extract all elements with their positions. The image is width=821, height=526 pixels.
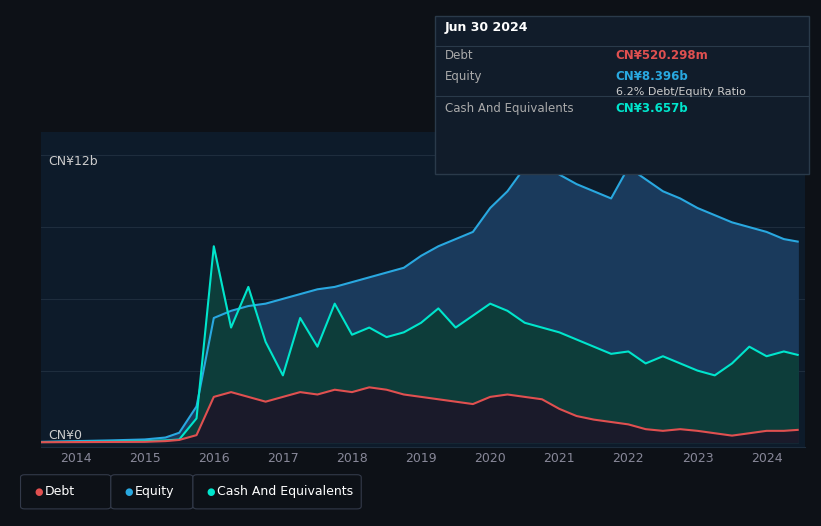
Text: Debt: Debt	[44, 485, 75, 498]
Text: CN¥0: CN¥0	[48, 429, 82, 442]
Text: Debt: Debt	[445, 49, 474, 62]
Text: Equity: Equity	[445, 70, 483, 83]
Text: Cash And Equivalents: Cash And Equivalents	[217, 485, 353, 498]
Text: Equity: Equity	[135, 485, 174, 498]
Text: ●: ●	[125, 487, 133, 497]
Text: ●: ●	[34, 487, 43, 497]
Text: ●: ●	[207, 487, 215, 497]
Text: CN¥8.396b: CN¥8.396b	[616, 70, 689, 83]
Text: CN¥12b: CN¥12b	[48, 155, 98, 168]
Text: CN¥520.298m: CN¥520.298m	[616, 49, 709, 62]
Text: CN¥3.657b: CN¥3.657b	[616, 102, 688, 115]
Text: Cash And Equivalents: Cash And Equivalents	[445, 102, 574, 115]
Text: Jun 30 2024: Jun 30 2024	[445, 21, 529, 34]
Text: 6.2% Debt/Equity Ratio: 6.2% Debt/Equity Ratio	[616, 87, 745, 97]
